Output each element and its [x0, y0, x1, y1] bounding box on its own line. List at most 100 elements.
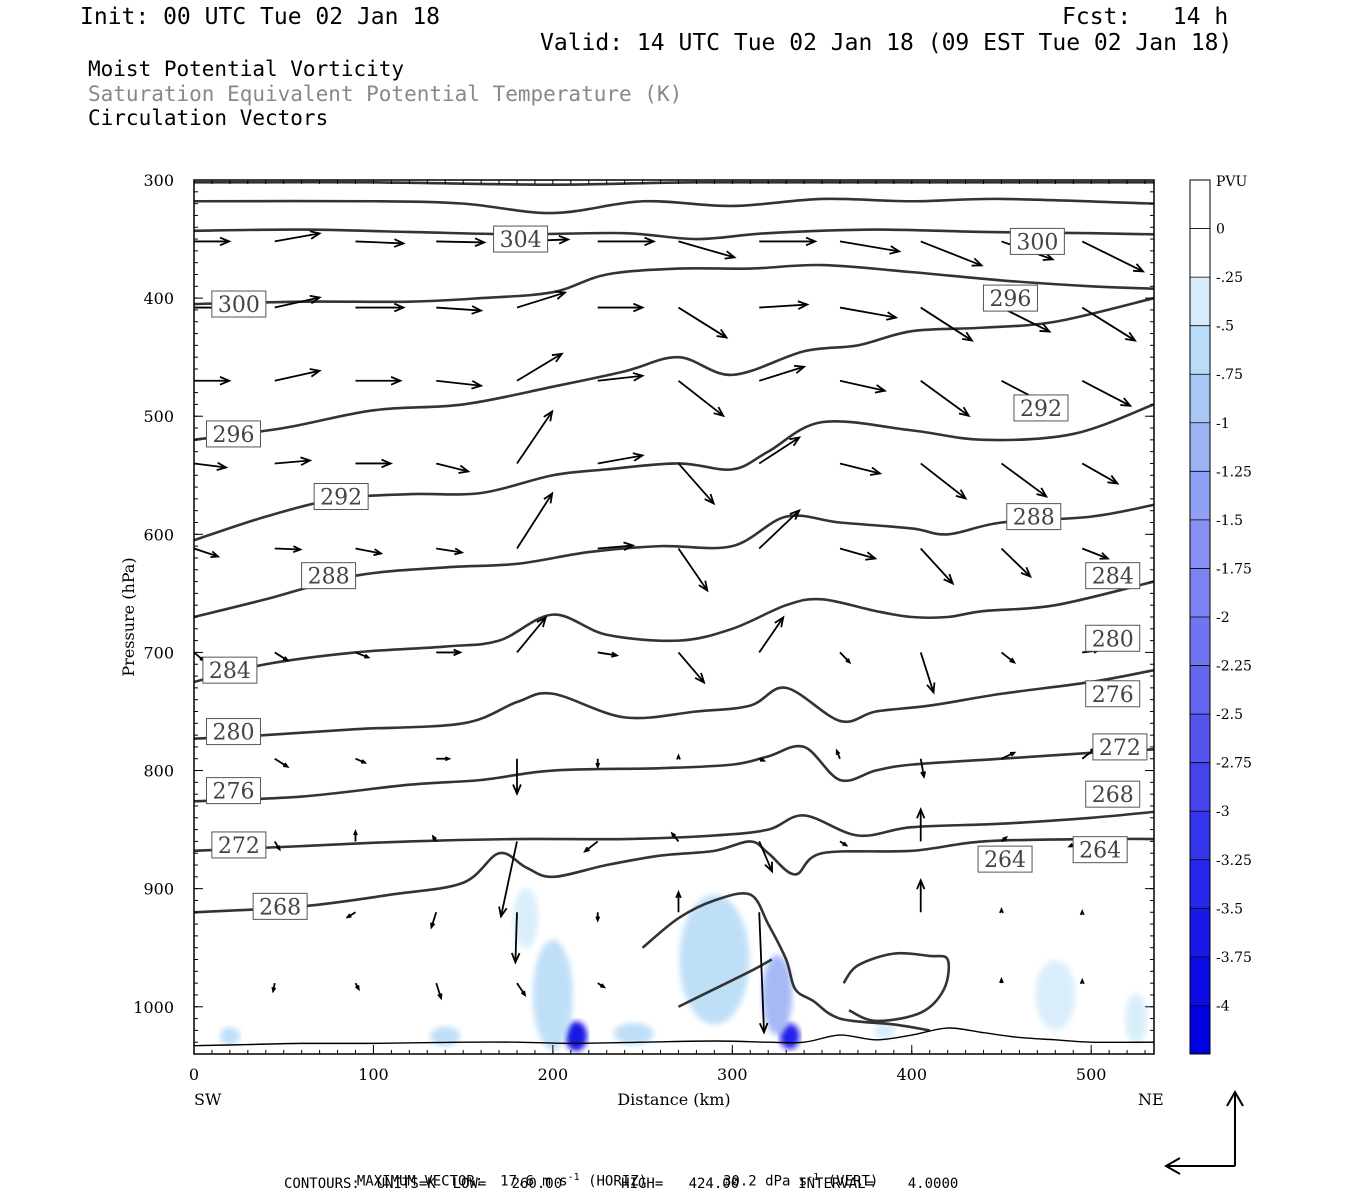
- x-tick-label: 100: [358, 1065, 389, 1084]
- contour-label: 292: [1013, 394, 1069, 422]
- theta-es-contour: [194, 228, 1154, 241]
- circulation-vector: [920, 380, 971, 418]
- colorbar-swatch: [1190, 568, 1210, 617]
- colorbar: 0 -.25 -.5 -.75 -1 -1.25 -1.5 -1.75 -2 -2.25 -2.5 -…: [1189, 179, 1252, 1055]
- theta-es-contour: [194, 744, 1154, 803]
- contour-label: 280: [205, 718, 261, 746]
- circulation-vector: [194, 376, 232, 386]
- contour-label: 272: [211, 831, 267, 859]
- theta-es-contours: [194, 180, 1154, 1032]
- circulation-vector: [516, 352, 564, 382]
- horiz-value: 17.6 m s: [500, 1173, 568, 1190]
- circulation-vector: [355, 302, 406, 313]
- circulation-vector: [920, 462, 968, 500]
- colorbar-swatch: [1190, 617, 1210, 666]
- vert-exponent: -1: [807, 1172, 820, 1183]
- forecast-hour: Fcst: 14 h: [1062, 4, 1229, 30]
- mpv-region: [219, 1027, 240, 1046]
- contour-label-text: 296: [989, 287, 1031, 312]
- circulation-vector: [1079, 977, 1085, 985]
- x-tick-label: 400: [896, 1065, 927, 1084]
- contour-label: 296: [982, 284, 1038, 312]
- field-title-vectors: Circulation Vectors: [88, 106, 329, 130]
- axes: 0 100 200 300 400 500 300 400 500 600 700 800 900 100…: [133, 171, 1154, 1084]
- contour-label-text: 296: [212, 423, 254, 448]
- colorbar-label: -2.75: [1216, 756, 1252, 772]
- circulation-vector: [498, 841, 518, 919]
- circulation-vector: [516, 290, 568, 309]
- circulation-vector: [274, 757, 290, 768]
- field-title-mpv: Moist Potential Vorticity: [88, 57, 405, 81]
- circulation-vector: [677, 547, 709, 593]
- mpv-region: [874, 1020, 895, 1041]
- colorbar-label: -1.5: [1216, 513, 1243, 529]
- colorbar-label: -2.5: [1216, 707, 1243, 723]
- y-tick-label: 900: [143, 880, 174, 899]
- contour-label-text: 280: [1092, 627, 1134, 652]
- contour-label: 276: [1085, 680, 1141, 708]
- circulation-vector: [1081, 462, 1120, 485]
- contour-label: 304: [493, 225, 549, 253]
- theta-es-contour: [194, 296, 1154, 442]
- contour-label-text: 280: [212, 721, 254, 746]
- circulation-vector: [274, 230, 322, 243]
- contours-info: CONTOURS: UNITS=K LOW= 260.00 HIGH= 424.…: [284, 1176, 959, 1192]
- contour-label-text: 288: [308, 565, 350, 590]
- colorbar-swatch: [1190, 374, 1210, 423]
- circulation-vector: [583, 840, 599, 853]
- circulation-vector: [597, 236, 657, 247]
- circulation-vector: [274, 294, 322, 309]
- circulation-vector: [839, 840, 849, 847]
- contour-label-text: 292: [1020, 397, 1062, 422]
- circulation-vector: [355, 458, 394, 469]
- contour-label-text: 276: [212, 780, 254, 805]
- horiz-exponent: -1: [567, 1172, 580, 1183]
- theta-es-contour: [194, 180, 1154, 187]
- circulation-vector: [516, 615, 548, 654]
- circulation-vector: [916, 807, 926, 842]
- colorbar-swatch: [1190, 859, 1210, 909]
- theta-es-contour: [842, 951, 951, 1023]
- x-tick-label: 200: [538, 1065, 569, 1084]
- colorbar-swatch: [1190, 811, 1210, 860]
- circulation-vector: [1000, 547, 1032, 579]
- colorbar-swatch: [1190, 956, 1210, 1006]
- init-time: Init: 00 UTC Tue 02 Jan 18: [80, 4, 441, 30]
- contour-label-text: 300: [1016, 230, 1058, 255]
- x-axis-label: Distance (km): [617, 1090, 730, 1109]
- colorbar-label: -4: [1216, 998, 1230, 1014]
- circulation-vector: [355, 376, 403, 386]
- contour-label-text: 276: [1092, 683, 1134, 708]
- contour-label: 288: [1006, 503, 1062, 531]
- circulation-vector: [839, 240, 902, 255]
- theta-es-contour: [194, 580, 1154, 684]
- circulation-vector: [436, 379, 484, 390]
- theta-es-contour: [194, 197, 1154, 215]
- circulation-vector: [516, 491, 554, 549]
- circulation-vector: [597, 541, 636, 551]
- circulation-vector: [597, 302, 645, 313]
- mpv-shading: [219, 888, 1148, 1052]
- circulation-vector: [758, 436, 802, 465]
- circulation-vector: [678, 240, 737, 260]
- circulation-vector: [839, 547, 878, 561]
- terrain-profile: [194, 1027, 1154, 1047]
- contour-label-text: 284: [1092, 565, 1134, 590]
- circulation-vector: [430, 911, 438, 930]
- circulation-vector: [676, 753, 681, 760]
- colorbar-swatch: [1190, 519, 1210, 569]
- circulation-vector: [839, 306, 899, 321]
- circulation-vector: [1081, 379, 1133, 407]
- circulation-vector: [194, 236, 232, 247]
- contour-label-text: 264: [984, 848, 1026, 873]
- circulation-vector: [436, 462, 471, 474]
- y-tick-label: 300: [143, 171, 174, 190]
- theta-es-contour: [641, 891, 930, 1032]
- circulation-vector: [194, 651, 206, 662]
- circulation-vector: [597, 372, 645, 382]
- contour-label-text: 272: [218, 834, 260, 859]
- circulation-vector: [355, 547, 384, 556]
- circulation-vectors: [194, 230, 1146, 1035]
- circulation-vector: [1000, 462, 1049, 498]
